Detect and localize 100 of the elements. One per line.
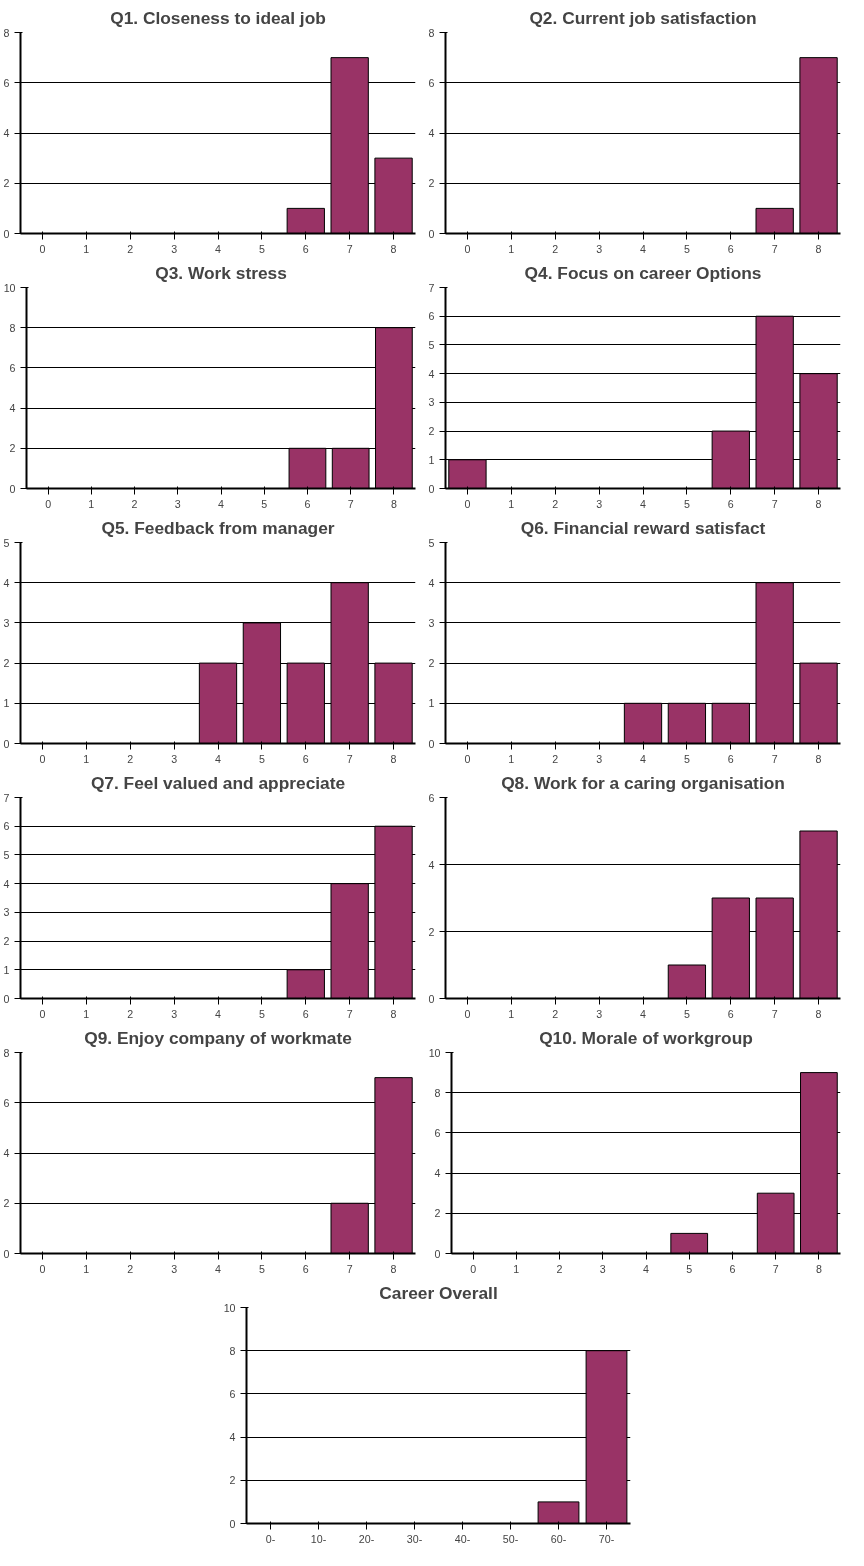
x-tick-label: 2	[552, 242, 559, 255]
y-tick-label: 0	[3, 992, 10, 1005]
x-tick-label: 0	[39, 1007, 46, 1020]
y-tick-label: 2	[434, 1207, 441, 1220]
chart-title: Q10. Morale of workgroup	[539, 1027, 753, 1048]
y-tick-label: 6	[428, 791, 435, 804]
x-tick-label: 1	[83, 242, 90, 255]
x-tick-label: 40-	[454, 1532, 471, 1545]
x-tick-label: 5	[683, 242, 690, 255]
y-tick-label: 4	[434, 1167, 441, 1180]
y-tick-label: 2	[428, 657, 435, 670]
y-tick-label: 7	[3, 791, 10, 804]
x-tick-label: 5	[258, 1007, 265, 1020]
x-tick-label: 1	[508, 1007, 515, 1020]
x-tick-label: 5	[261, 497, 268, 510]
chart-title: Q5. Feedback from manager	[101, 517, 335, 538]
y-tick-label: 2	[3, 657, 10, 670]
x-tick-label: 8	[815, 752, 822, 765]
y-tick-label: 8	[229, 1344, 236, 1357]
y-tick-label: 1	[3, 697, 10, 710]
x-tick-label: 1	[508, 497, 515, 510]
x-tick-label: 3	[171, 1262, 178, 1275]
y-tick-label: 2	[3, 177, 10, 190]
x-tick-label: 3	[171, 242, 178, 255]
x-tick-label: 6	[302, 1007, 309, 1020]
y-tick-label: 2	[229, 1474, 236, 1487]
y-tick-label: 6	[3, 820, 10, 833]
chart-title: Q9. Enjoy company of workmate	[84, 1027, 353, 1048]
y-tick-label: 8	[428, 26, 435, 39]
y-tick-label: 8	[3, 1046, 10, 1059]
x-tick-label: 0	[464, 1007, 471, 1020]
y-tick-label: 0	[434, 1247, 441, 1260]
y-tick-label: 10	[223, 1301, 236, 1314]
x-tick-label: 8	[390, 1007, 397, 1020]
y-tick-label: 6	[434, 1126, 441, 1139]
x-tick-label: 8	[815, 1262, 822, 1275]
x-tick-label: 0	[39, 752, 46, 765]
x-tick-label: 4	[218, 497, 225, 510]
x-tick-label: 70-	[598, 1532, 615, 1545]
y-tick-label: 4	[3, 877, 10, 890]
y-tick-label: 4	[3, 576, 10, 589]
y-tick-label: 3	[428, 396, 435, 409]
y-tick-label: 4	[229, 1431, 236, 1444]
x-tick-label: 7	[771, 1007, 778, 1020]
x-tick-label: 20-	[358, 1532, 375, 1545]
x-tick-label: 7	[347, 497, 354, 510]
y-tick-label: 8	[9, 321, 16, 334]
chart-title: Q1. Closeness to ideal job	[110, 7, 326, 28]
y-tick-label: 0	[3, 227, 10, 240]
y-tick-label: 0	[9, 482, 16, 495]
y-tick-label: 8	[3, 26, 10, 39]
x-tick-label: 2	[552, 1007, 559, 1020]
y-tick-label: 2	[3, 935, 10, 948]
x-tick-label: 3	[171, 752, 178, 765]
x-tick-label: 5	[258, 242, 265, 255]
chart-title: Q7. Feel valued and appreciate	[90, 772, 346, 793]
x-tick-label: 6	[727, 1007, 734, 1020]
x-tick-label: 5	[683, 752, 690, 765]
x-tick-label: 3	[596, 242, 603, 255]
x-tick-label: 60-	[550, 1532, 567, 1545]
y-tick-label: 4	[3, 1147, 10, 1159]
x-tick-label: 7	[771, 752, 778, 765]
x-tick-label: 3	[599, 1262, 606, 1275]
x-tick-label: 10-	[310, 1532, 327, 1545]
x-tick-label: 2	[127, 752, 134, 765]
x-tick-label: 3	[171, 1007, 178, 1020]
x-tick-label: 5	[683, 1007, 690, 1020]
y-tick-label: 7	[428, 281, 435, 294]
x-tick-label: 6	[302, 242, 309, 255]
x-tick-label: 8	[390, 1262, 397, 1275]
chart-title: Q8. Work for a caring organisation	[501, 772, 785, 793]
x-tick-label: 8	[815, 242, 822, 255]
x-tick-label: 2	[552, 752, 559, 765]
x-tick-label: 2	[127, 1007, 134, 1020]
y-tick-label: 4	[9, 402, 16, 415]
y-tick-label: 1	[428, 453, 435, 466]
y-tick-label: 0	[428, 737, 435, 750]
x-tick-label: 0	[464, 497, 471, 510]
x-tick-label: 7	[346, 752, 353, 765]
x-tick-label: 2	[556, 1262, 563, 1275]
y-tick-label: 6	[9, 361, 16, 374]
x-tick-label: 2	[131, 497, 138, 510]
x-tick-label: 4	[640, 1007, 647, 1020]
x-tick-label: 0-	[265, 1532, 276, 1545]
y-tick-label: 10	[3, 281, 16, 294]
x-tick-label: 8	[390, 752, 397, 765]
y-tick-label: 0	[229, 1517, 236, 1530]
y-tick-label: 0	[3, 737, 10, 750]
y-tick-label: 0	[428, 992, 435, 1005]
y-tick-label: 2	[428, 177, 435, 190]
x-tick-label: 6	[727, 497, 734, 510]
y-tick-label: 3	[3, 906, 10, 919]
x-tick-label: 8	[390, 242, 397, 255]
y-tick-label: 5	[3, 848, 10, 861]
x-tick-label: 6	[304, 497, 311, 510]
x-tick-label: 4	[215, 242, 222, 255]
x-tick-label: 8	[390, 497, 397, 510]
x-tick-label: 5	[258, 1262, 265, 1275]
y-tick-label: 6	[428, 76, 435, 89]
x-tick-label: 7	[346, 1007, 353, 1020]
